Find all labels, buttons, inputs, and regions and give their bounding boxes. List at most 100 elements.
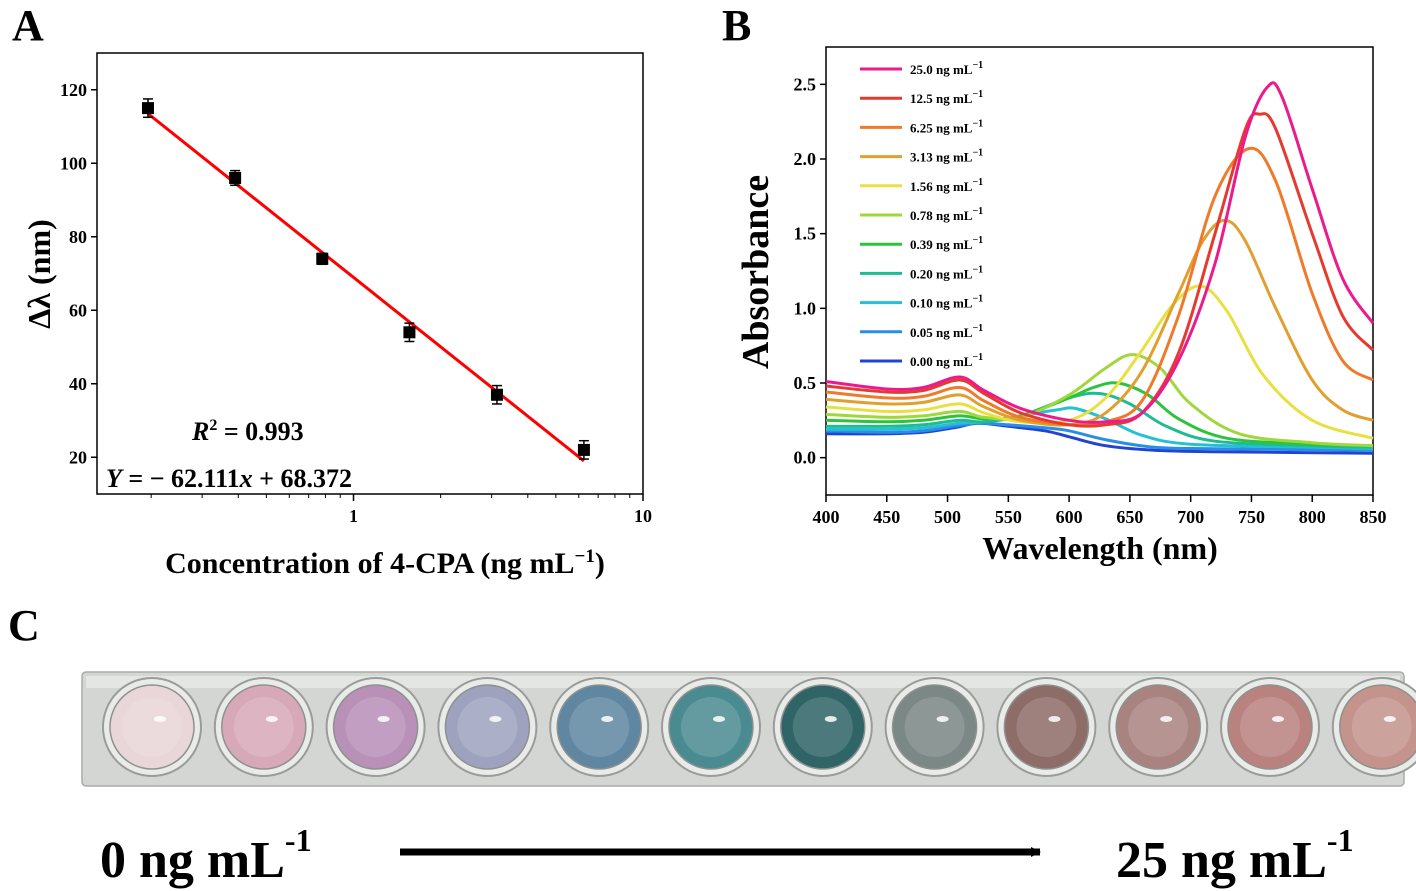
well-glint — [1272, 716, 1284, 722]
legend-value: 3.13 ng mL — [910, 150, 973, 165]
legend-value: 12.5 ng mL — [910, 91, 973, 106]
well — [668, 684, 754, 770]
eq-end: + 68.372 — [253, 464, 352, 493]
panel-b-series-line — [825, 284, 1374, 440]
panel-a-xtick-label: 10 — [634, 506, 652, 526]
well — [556, 684, 642, 770]
panel-a-fit-group — [147, 112, 585, 463]
well-glint — [936, 716, 949, 722]
panel-a-ytick-label: 120 — [60, 80, 87, 100]
legend-value: 25.0 ng mL — [910, 62, 973, 77]
well-reflection — [1240, 697, 1300, 757]
well-reflection — [1016, 697, 1077, 757]
panel-a-chart: 20 40 60 80 100 120 1 10 Δλ (nm) Concentration… — [21, 52, 652, 580]
panel-a-xlabel-exp: −1 — [575, 546, 595, 567]
legend-value: 1.56 ng mL — [910, 179, 973, 194]
panel-b-ytick-label: 2.0 — [794, 149, 817, 169]
panel-a-xlabel: Concentration of 4-CPA (ng mL−1) — [165, 546, 605, 580]
panel-b-xtick-label: 450 — [873, 507, 900, 527]
well — [1339, 684, 1416, 770]
panel-a-xlabel-main: Concentration of 4-CPA (ng mL — [165, 547, 574, 580]
panel-b-curves — [825, 81, 1375, 455]
panel-b-ytick-label: 1.5 — [794, 224, 817, 244]
panel-b-ytick-label: 2.5 — [794, 74, 817, 94]
low-label-main: 0 ng mL — [100, 832, 285, 889]
panel-a-point — [403, 326, 416, 339]
high-label-main: 25 ng mL — [1116, 832, 1327, 889]
panel-b-xtick-label: 550 — [995, 507, 1022, 527]
panel-b-series-line — [825, 353, 1374, 448]
panel-b-xtick-label: 600 — [1056, 507, 1083, 527]
panel-b-ylabel: Absorbance — [735, 175, 777, 369]
panel-c-photo: 0 ng mL-1 25 ng mL-1 — [81, 671, 1416, 889]
panel-b-legend-label: 0.05 ng mL−1 — [910, 323, 983, 340]
well — [444, 684, 531, 770]
panel-b-legend-label: 3.13 ng mL−1 — [910, 148, 983, 165]
legend-exp: −1 — [972, 118, 983, 129]
high-concentration-label: 25 ng mL-1 — [1116, 822, 1354, 889]
panel-b-xtick-label: 850 — [1360, 507, 1387, 527]
well-reflection — [1351, 697, 1412, 757]
legend-exp: −1 — [972, 323, 983, 334]
legend-value: 0.05 ng mL — [910, 325, 973, 340]
well-reflection — [792, 697, 853, 757]
panel-a-ytick-label: 60 — [69, 300, 87, 320]
legend-exp: −1 — [972, 235, 983, 246]
well-reflection — [345, 697, 406, 757]
panel-a-ytick-label: 80 — [69, 227, 87, 247]
well-reflection — [904, 697, 965, 757]
panel-a-point — [316, 252, 329, 265]
legend-exp: −1 — [972, 60, 983, 71]
well — [1003, 684, 1090, 770]
panel-a-points — [141, 98, 590, 460]
eq-y: Y — [106, 464, 124, 493]
well-glint — [824, 716, 837, 722]
panel-b-legend-label: 0.20 ng mL−1 — [910, 264, 983, 281]
legend-exp: −1 — [972, 177, 983, 188]
panel-b-series-line — [825, 81, 1375, 425]
well — [221, 684, 307, 770]
legend-exp: −1 — [972, 264, 983, 275]
well — [780, 684, 866, 770]
legend-exp: −1 — [972, 206, 983, 217]
panel-a-xlabel-close: ) — [595, 547, 605, 580]
panel-a-point — [490, 388, 503, 401]
panel-b-series-line — [825, 381, 1374, 448]
well-reflection — [1128, 697, 1189, 757]
panel-a-ytick-label: 100 — [60, 153, 87, 173]
well — [1115, 684, 1201, 770]
panel-b-series-line — [825, 146, 1374, 427]
legend-exp: −1 — [972, 352, 983, 363]
well-glint — [377, 716, 390, 722]
well — [332, 684, 419, 770]
fit-equation: Y = − 62.111x + 68.372 — [106, 464, 352, 493]
well-glint — [1048, 716, 1061, 722]
panel-a-xticks: 1 10 — [150, 494, 652, 526]
r-squared-annotation: R2 = 0.993 — [191, 417, 304, 446]
panel-a-ytick-label: 20 — [69, 447, 87, 467]
panel-b-legend-label: 0.10 ng mL−1 — [910, 294, 983, 311]
panel-b-xticks: 400 450 500 550 600 650 700 750 800 850 — [813, 495, 1387, 527]
legend-value: 0.00 ng mL — [910, 354, 973, 369]
panel-b-legend-label: 25.0 ng mL−1 — [910, 60, 983, 77]
low-label-exp: -1 — [285, 822, 312, 858]
well-glint — [265, 716, 278, 722]
well-glint — [713, 716, 725, 722]
panel-a-xtick-label: 1 — [349, 506, 358, 526]
well-reflection — [122, 697, 182, 757]
well-glint — [489, 716, 502, 722]
panel-b-legend-label: 6.25 ng mL−1 — [910, 118, 983, 135]
panel-b-legend-label: 1.56 ng mL−1 — [910, 177, 983, 194]
panel-b-series-line — [825, 218, 1374, 427]
panel-b-yticks: 0.0 0.5 1.0 1.5 2.0 2.5 — [794, 74, 826, 468]
panel-b-xtick-label: 400 — [813, 507, 840, 527]
panel-b-legend: 25.0 ng mL−112.5 ng mL−16.25 ng mL−13.13… — [860, 60, 983, 369]
panel-b-ytick-label: 1.0 — [794, 298, 817, 318]
well — [1227, 684, 1313, 770]
panel-letter-b: B — [722, 1, 751, 50]
well-reflection — [681, 697, 741, 757]
panel-a-point — [577, 443, 590, 456]
panel-a-point — [229, 171, 242, 184]
panel-b-legend-label: 0.78 ng mL−1 — [910, 206, 983, 223]
panel-letter-c: C — [8, 601, 40, 650]
